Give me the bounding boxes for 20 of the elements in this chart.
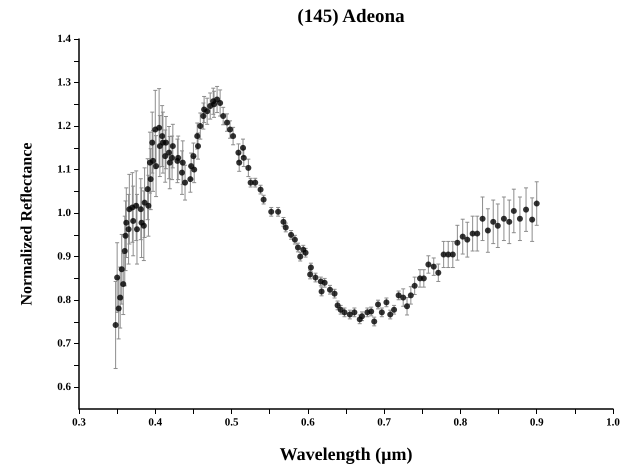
y-tick-label: 0.8 (57, 294, 72, 306)
chart-title: (145) Adeona (297, 6, 406, 27)
y-tick-label: 1.1 (57, 164, 71, 176)
x-tick-label: 0.9 (530, 416, 544, 428)
x-tick-label: 1.0 (606, 416, 620, 428)
x-tick-label: 0.6 (300, 416, 316, 428)
x-tick-label: 0.3 (72, 416, 86, 428)
x-tick-label: 0.7 (377, 416, 392, 428)
y-tick-label: 1.3 (57, 76, 72, 89)
y-tick-label: 1.2 (57, 120, 72, 132)
x-tick-label: 0.4 (148, 416, 163, 428)
x-axis-title: Wavelength (µm) (280, 444, 412, 464)
y-tick-label: 1.4 (57, 33, 72, 45)
y-tick-label: 0.6 (57, 381, 72, 394)
y-tick-label: 0.9 (57, 250, 72, 263)
x-tick-label: 0.8 (454, 416, 468, 428)
y-tick-label: 1.0 (57, 207, 72, 220)
x-tick-label: 0.5 (224, 416, 239, 428)
y-tick-label: 0.7 (57, 338, 72, 350)
y-axis-title: Normalized Reflectance (18, 142, 36, 306)
